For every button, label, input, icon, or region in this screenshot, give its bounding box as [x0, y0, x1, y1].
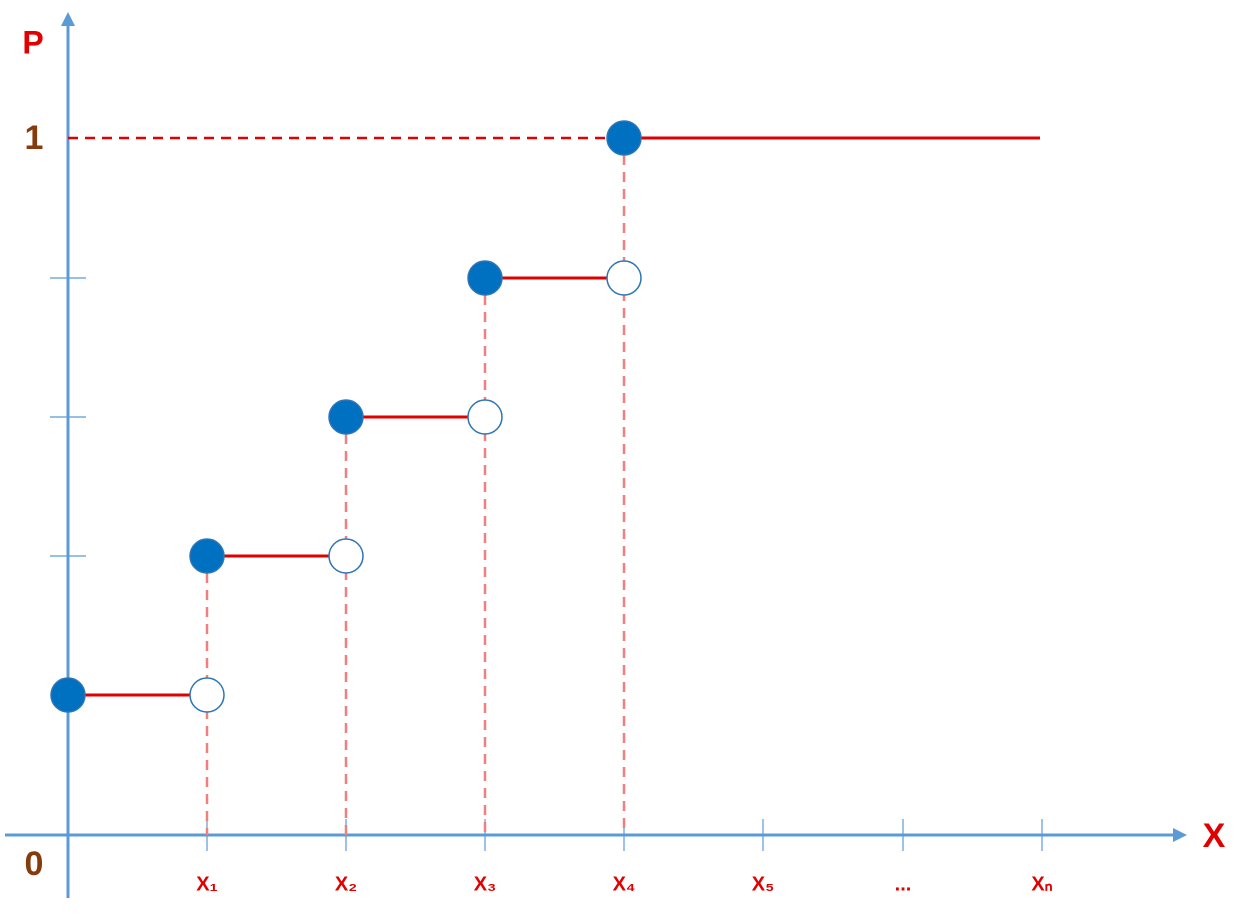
filled-point — [189, 538, 225, 574]
filled-point — [606, 120, 642, 156]
filled-point — [50, 677, 86, 713]
open-point — [467, 399, 503, 435]
x-tick-label: Xₙ — [1031, 873, 1052, 895]
x-tick-label: X₂ — [335, 873, 357, 895]
y-label: P — [22, 24, 43, 60]
x-tick-label: X₃ — [474, 873, 497, 895]
open-point — [189, 677, 225, 713]
axes — [5, 12, 1187, 898]
filled-point — [467, 260, 503, 296]
x-tick-label: X₅ — [752, 873, 775, 895]
x-tick-label: X₁ — [196, 873, 218, 895]
x-tick-label: ... — [895, 873, 912, 895]
y-one: 1 — [25, 119, 44, 157]
x-tick-label: X₄ — [613, 873, 636, 895]
open-point — [328, 538, 364, 574]
x-label: X — [1203, 817, 1226, 855]
origin: 0 — [25, 845, 44, 883]
filled-point — [328, 399, 364, 435]
x-arrow — [1173, 828, 1187, 842]
open-point — [606, 260, 642, 296]
y-arrow — [61, 12, 75, 26]
